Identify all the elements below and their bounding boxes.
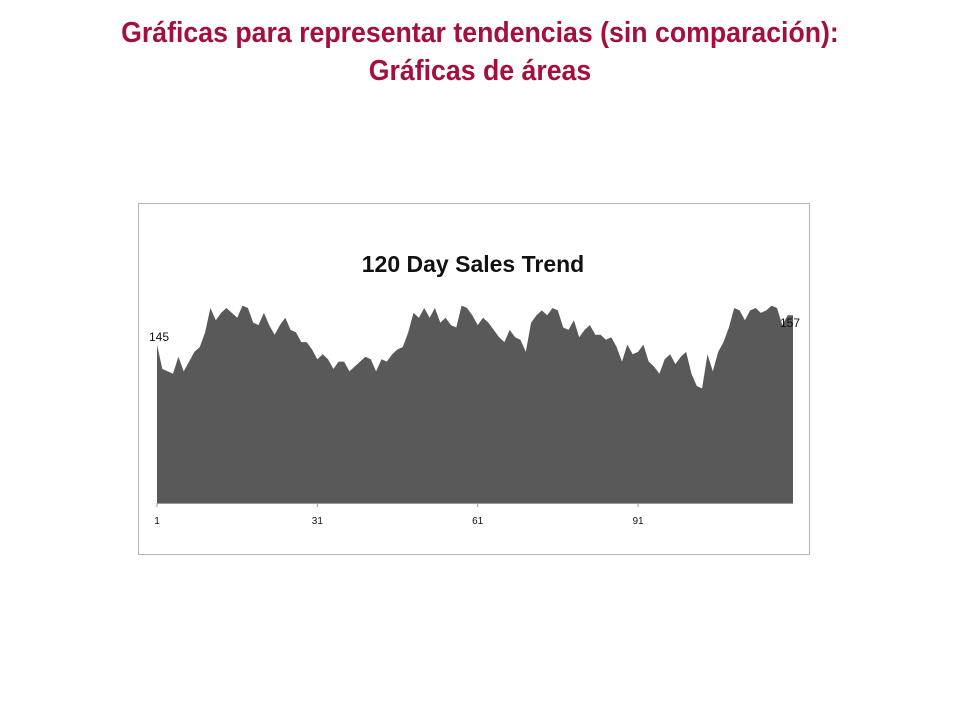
x-tick-label: 1 (154, 516, 160, 527)
slide-title-line-1: Gráficas para representar tendencias (si… (121, 17, 839, 49)
slide-title: Gráficas para representar tendencias (si… (38, 14, 921, 90)
x-tick-label: 31 (312, 516, 324, 527)
chart-title: 120 Day Sales Trend (362, 251, 584, 277)
start-value-label: 145 (149, 330, 169, 344)
area-layer (157, 305, 793, 503)
sales-area (157, 305, 793, 503)
chart-frame: 120 Day Sales Trend 1 31 61 91 145 157 (138, 203, 810, 555)
x-tick-layer: 1 31 61 91 (154, 503, 644, 527)
slide-title-line-2: Gráficas de áreas (368, 55, 592, 87)
x-tick-label: 61 (472, 516, 484, 527)
x-tick-label: 91 (632, 516, 644, 527)
end-value-label: 157 (780, 316, 800, 330)
area-chart: 120 Day Sales Trend 1 31 61 91 145 157 (149, 251, 800, 527)
